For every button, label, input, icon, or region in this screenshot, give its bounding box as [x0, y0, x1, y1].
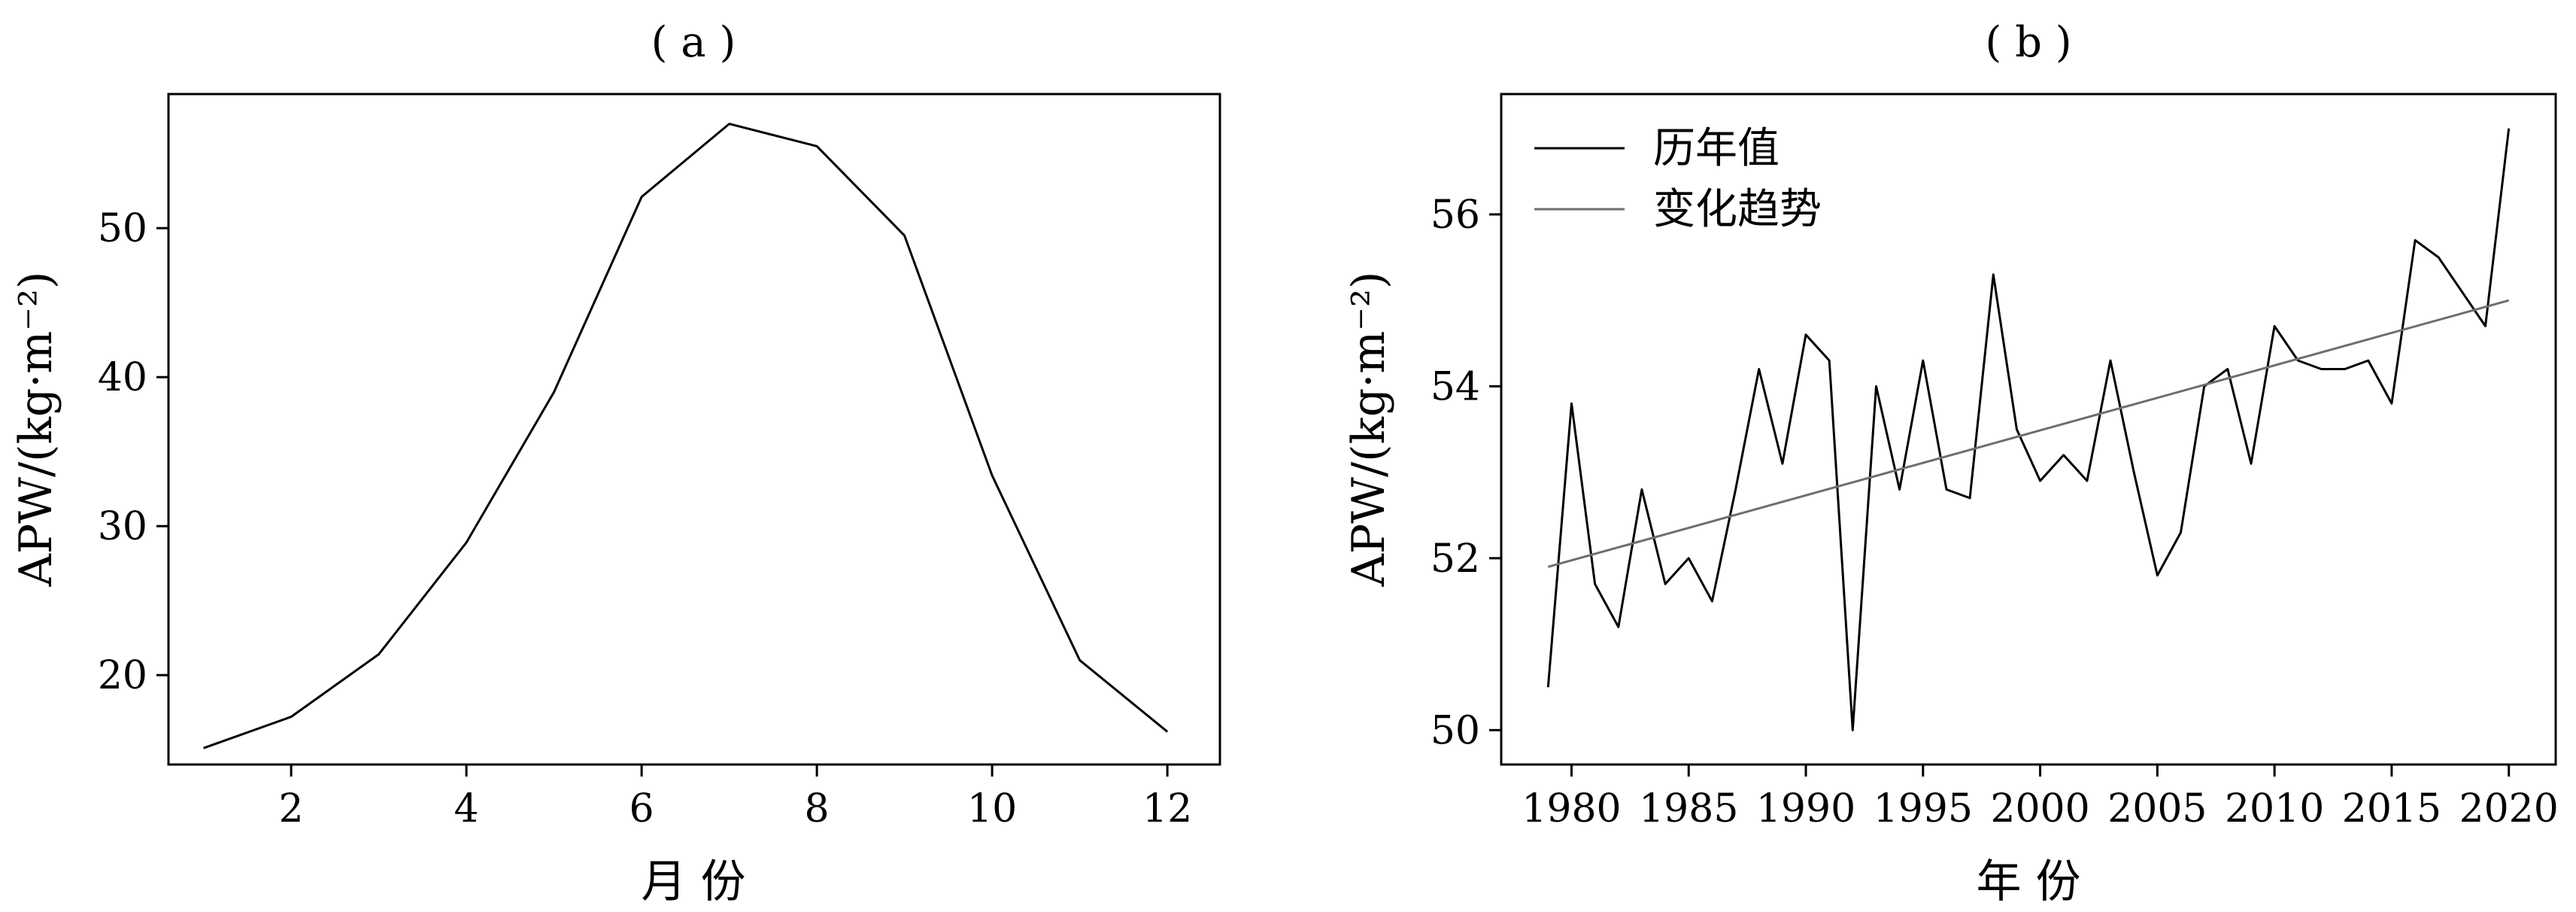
y-tick-label-30: 30	[98, 504, 147, 549]
x-axis-b: 1980 1985 1990 1995 2000 2005 2010 2015 2020	[1522, 765, 2559, 831]
x-tick-label-2015: 2015	[2342, 786, 2441, 831]
x-tick-label-8: 8	[805, 786, 830, 831]
legend-label-trend: 变化趋势	[1653, 185, 1822, 234]
y-tick-label-50: 50	[98, 206, 147, 251]
y-tick-label-20: 20	[98, 653, 147, 698]
y-tick-label-56: 56	[1431, 193, 1480, 238]
x-tick-label-1985: 1985	[1639, 786, 1738, 831]
monthly-line	[203, 123, 1169, 749]
x-tick-label-1990: 1990	[1756, 786, 1855, 831]
x-axis-title-b: 年 份	[1976, 856, 2080, 908]
series-group-a	[203, 123, 1169, 749]
panel-label-b: ( b )	[1985, 18, 2071, 67]
x-tick-label-4: 4	[454, 786, 479, 831]
y-axis-title-b: APW/(kg·m⁻²)	[1343, 272, 1395, 588]
legend: 历年值 变化趋势	[1534, 124, 1822, 234]
y-tick-label-52: 52	[1431, 537, 1480, 582]
y-tick-label-50: 50	[1431, 708, 1480, 753]
x-tick-label-2020: 2020	[2459, 786, 2559, 831]
x-axis-title-a: 月 份	[641, 856, 745, 908]
chart-panel-a: ( a ) 2 4 6 8 10 12 20 30 40 50 月 份 APW/(kg·m⁻²)	[10, 18, 1221, 908]
plot-frame-a	[167, 93, 1221, 766]
y-tick-label-40: 40	[98, 355, 147, 400]
series-group-b	[1546, 128, 2511, 731]
x-tick-label-6: 6	[630, 786, 654, 831]
x-tick-label-2: 2	[279, 786, 304, 831]
y-axis-b: 50 52 54 56	[1431, 193, 1501, 753]
x-tick-label-2010: 2010	[2225, 786, 2324, 831]
plot-frame-b	[1500, 93, 2557, 766]
chart-panel-b: ( b ) 1980 1985 1990 1995 2000 2005 2010 2015 20…	[1343, 18, 2559, 908]
x-tick-label-1980: 1980	[1522, 786, 1621, 831]
x-tick-label-2000: 2000	[1990, 786, 2089, 831]
x-tick-label-10: 10	[967, 786, 1017, 831]
annual-line	[1546, 128, 2511, 731]
trend-line	[1547, 299, 2510, 568]
y-axis-title-a: APW/(kg·m⁻²)	[10, 272, 62, 588]
x-tick-label-12: 12	[1142, 786, 1192, 831]
x-tick-label-2005: 2005	[2107, 786, 2207, 831]
legend-label-annual: 历年值	[1653, 124, 1780, 173]
y-tick-label-54: 54	[1431, 364, 1480, 409]
y-axis-a: 20 30 40 50	[98, 206, 168, 698]
x-tick-label-1995: 1995	[1874, 786, 1973, 831]
panel-label-a: ( a )	[651, 18, 736, 67]
x-axis-a: 2 4 6 8 10 12	[279, 765, 1192, 831]
